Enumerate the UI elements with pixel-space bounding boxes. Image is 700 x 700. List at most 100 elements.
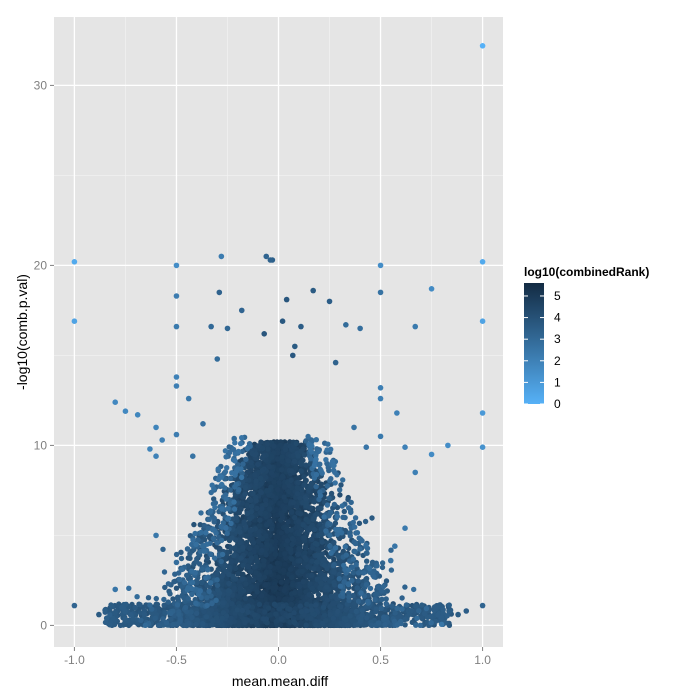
cloud-point [278,467,285,473]
cloud-point [264,542,270,548]
cloud-point [278,616,284,622]
cloud-point [299,487,305,493]
cloud-point [256,533,262,539]
cloud-point [280,603,286,609]
cloud-point [314,541,320,547]
cloud-point [226,580,232,587]
cloud-point [298,609,305,615]
cloud-point [228,545,234,551]
cloud-point [263,569,269,575]
cloud-point [298,527,304,534]
cloud-point [275,574,282,580]
cloud-point [259,467,266,474]
cloud-point [288,477,294,484]
cloud-point [294,485,300,491]
cloud-point [232,565,239,572]
cloud-point [266,518,273,525]
cloud-point [282,561,288,567]
cloud-point [258,480,264,487]
cloud-point [281,494,287,500]
cloud-point [258,489,264,496]
cloud-point [252,452,258,458]
cloud-point [266,463,272,470]
cloud-point [297,603,304,609]
cloud-point [268,470,275,476]
cloud-point [311,499,317,505]
cloud-point [253,478,259,484]
cloud-point [268,526,275,532]
cloud-point [309,585,315,592]
cloud-point [322,576,328,582]
cloud-point [282,447,289,453]
cloud-point [289,595,295,602]
cloud-point [269,585,276,591]
cloud-point [320,558,326,564]
cloud-point [268,556,274,562]
cloud-point [287,566,294,572]
cloud-point [247,568,254,575]
cloud-point [285,458,292,464]
cloud-point [288,468,295,474]
cloud-point [313,622,319,628]
cloud-point [306,592,312,598]
cloud-point [308,480,314,487]
cloud-point [254,589,260,595]
cloud-point [237,539,243,546]
cloud-point [301,482,307,488]
cloud-point [253,570,259,576]
cloud-point [291,590,298,596]
cloud-point [247,516,253,522]
cloud-point [315,591,322,598]
cloud-point [239,576,246,582]
cloud-point [261,616,267,622]
point-cloud [102,433,454,629]
cloud-point [267,563,273,570]
cloud-point [290,582,296,588]
cloud-point [225,588,232,594]
cloud-point [259,505,265,512]
cloud-point [309,572,315,578]
cloud-point [240,544,246,550]
cloud-point [259,547,265,554]
cloud-point [238,506,244,512]
cloud-point [290,499,297,506]
cloud-point [264,488,270,494]
cloud-point [292,514,298,521]
cloud-point [242,595,249,601]
cloud-point [229,601,235,607]
cloud-point [253,498,259,504]
cloud-point [324,584,330,590]
cloud-point [254,558,260,564]
cloud-point [255,443,261,449]
cloud-point [281,587,287,594]
cloud-point [273,611,279,617]
cloud-point [318,580,325,587]
cloud-point [311,526,318,533]
cloud-point [237,585,244,592]
cloud-point [297,511,304,517]
cloud-point [293,440,299,447]
cloud-point [291,458,298,464]
cloud-point [294,491,301,497]
cloud-point [276,479,282,486]
cloud-point [242,619,248,626]
cloud-point [319,539,325,545]
cloud-point [280,567,287,573]
cloud-point [252,472,258,478]
cloud-point [257,523,263,529]
cloud-point [291,619,297,625]
cloud-point [295,479,301,486]
cloud-point [271,443,277,449]
cloud-point [250,490,256,497]
cloud-point [247,497,254,504]
cloud-point [239,607,246,614]
cloud-point [265,605,272,611]
cloud-point [255,461,261,468]
cloud-point [289,574,295,581]
cloud-point [260,453,267,459]
cloud-point [264,441,270,447]
cloud-point [235,571,241,577]
cloud-point [302,550,308,556]
cloud-point [242,484,249,491]
cloud-point [298,461,304,467]
